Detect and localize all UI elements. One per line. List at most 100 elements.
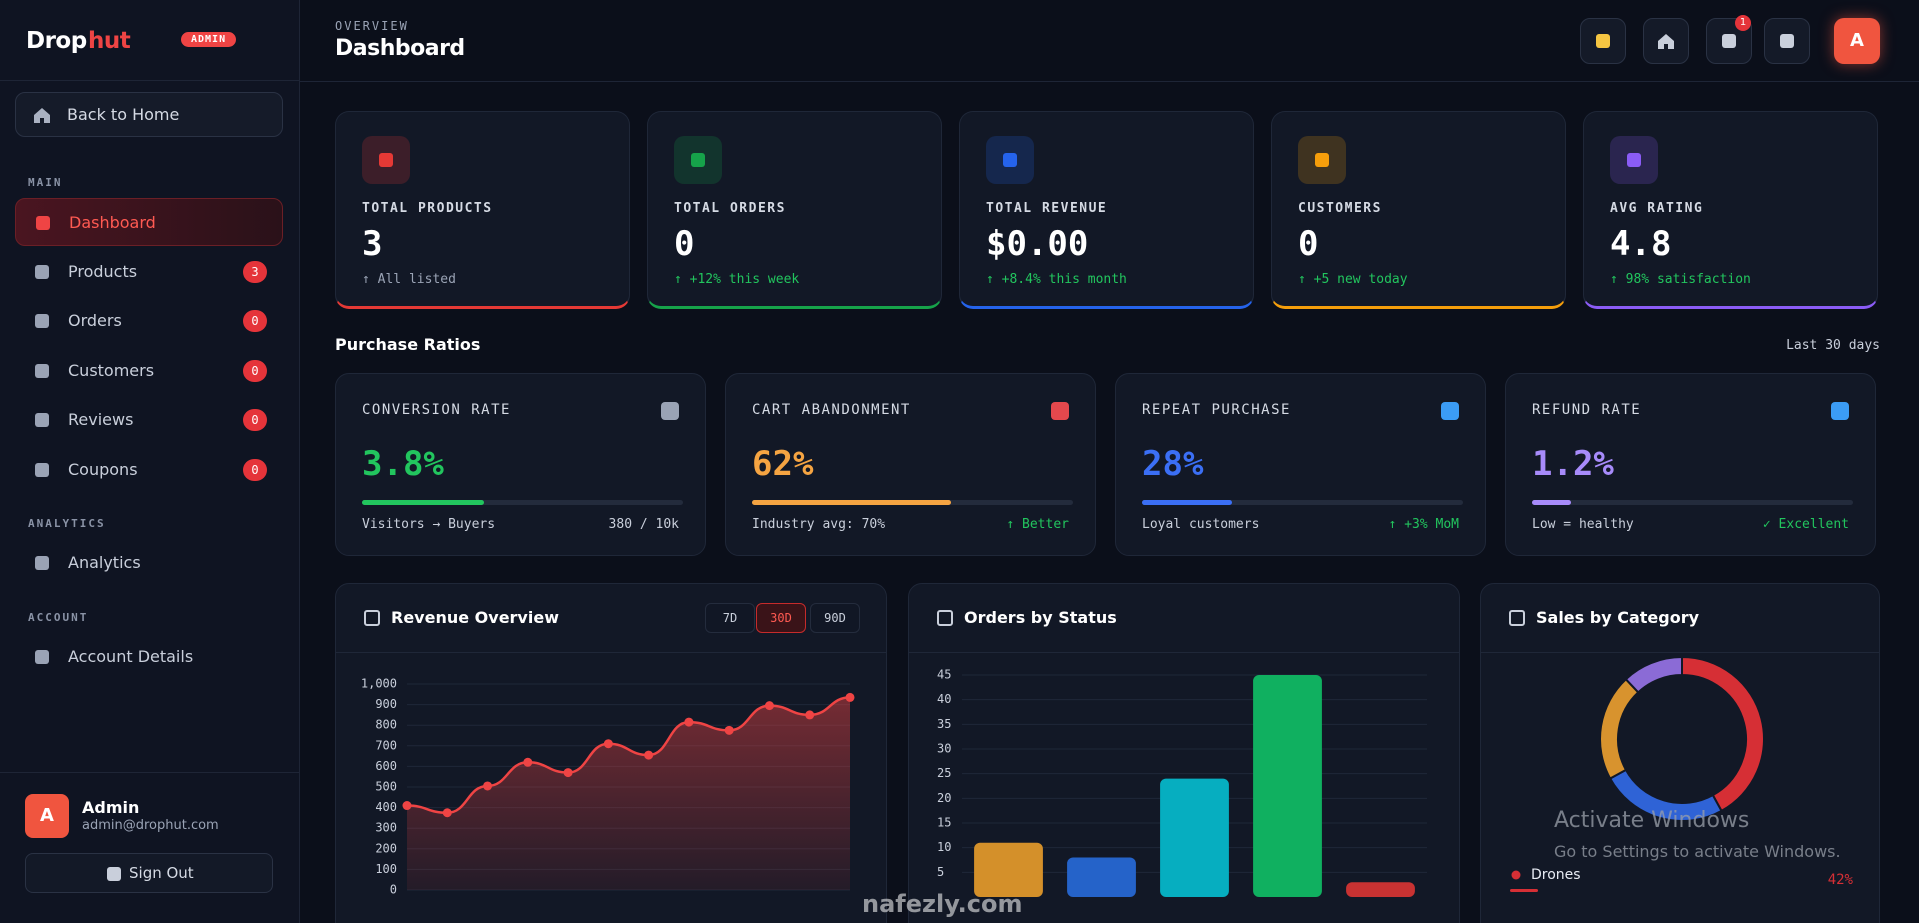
point [563, 768, 573, 778]
nav-item[interactable]: Reviews 0 [15, 396, 283, 444]
nav-item[interactable]: Analytics [15, 539, 283, 587]
nav-badge: 0 [243, 458, 267, 481]
stat-label: TOTAL REVENUE [986, 201, 1108, 216]
header-button[interactable]: 1 [1706, 15, 1752, 64]
header-button[interactable] [1580, 18, 1626, 64]
ratio-detail: ↑ Better [1006, 517, 1069, 532]
back-label: Back to Home [67, 105, 180, 124]
range-button[interactable]: 90D [810, 603, 860, 633]
y-tick-label: 800 [375, 718, 397, 732]
icon [1596, 34, 1610, 48]
range-button[interactable]: 7D [705, 603, 755, 633]
icon-shape [1315, 153, 1329, 167]
nav-item[interactable]: Coupons 0 [15, 446, 283, 494]
divider [1481, 652, 1879, 653]
divider [0, 772, 299, 773]
point [483, 781, 493, 791]
slice [1599, 677, 1640, 780]
watermark-site: nafezly.com [862, 890, 1023, 918]
nav-badge: 0 [243, 359, 267, 382]
nav-label: Dashboard [69, 213, 156, 232]
stat-value: 0 [1298, 224, 1319, 264]
icon-shape [35, 649, 49, 664]
nav-label: Account Details [68, 646, 194, 666]
y-tick-label: 300 [375, 821, 397, 835]
user-avatar: A [25, 794, 69, 838]
y-tick-label: 600 [375, 759, 397, 773]
section-title: Purchase Ratios [335, 335, 481, 354]
stat-card: TOTAL PRODUCTS 3 ↑ All listed [335, 111, 630, 309]
stat-icon [1610, 136, 1658, 184]
brand-name: Drop [26, 28, 87, 54]
nav-badge: 3 [243, 260, 267, 283]
progress-track [362, 500, 683, 505]
brand-badge: ADMIN [181, 32, 237, 47]
icon [34, 108, 50, 123]
ratio-icon [1051, 402, 1069, 420]
icon-shape [1722, 34, 1736, 48]
chart: 5 10 15 20 25 30 35 40 45 [937, 668, 1427, 897]
chart-icon [364, 610, 380, 626]
nav-item[interactable]: Customers 0 [15, 347, 283, 395]
icon [35, 556, 49, 570]
nav-item[interactable]: Account Details [15, 633, 283, 681]
ratio-icon [661, 402, 679, 420]
icon-shape [691, 153, 705, 167]
sign-out-button[interactable]: Sign Out [25, 853, 273, 893]
bar [1253, 675, 1322, 897]
stat-note: ↑ +5 new today [1298, 272, 1408, 287]
divider [300, 81, 1919, 82]
stat-card: CUSTOMERS 0 ↑ +5 new today [1271, 111, 1566, 309]
stat-label: CUSTOMERS [1298, 201, 1382, 216]
y-tick-label: 15 [937, 816, 951, 830]
nav-label: Customers [68, 360, 155, 380]
icon [1780, 34, 1794, 48]
nav-item[interactable]: Dashboard [15, 198, 283, 246]
y-tick-label: 900 [375, 697, 397, 711]
divider [336, 652, 886, 653]
point [845, 692, 855, 702]
stat-icon [674, 136, 722, 184]
icon-shape [107, 867, 121, 881]
ratio-value: 1.2% [1532, 444, 1614, 484]
legend-label: Drones [1531, 867, 1581, 883]
legend-swatch [1511, 870, 1521, 880]
point [805, 710, 815, 720]
y-tick-label: 25 [937, 766, 951, 780]
y-tick-label: 35 [937, 717, 951, 731]
point [644, 750, 654, 760]
range-button[interactable]: 30D [756, 603, 806, 633]
y-tick-label: 100 [375, 862, 397, 876]
y-tick-label: 20 [937, 791, 951, 805]
icon-shape [34, 108, 50, 123]
chart: Drones 42% [1510, 655, 1854, 892]
legend-bar [1510, 889, 1538, 892]
icon-shape [379, 153, 393, 167]
nav-label: Orders [68, 311, 122, 330]
user-email: admin@drophut.com [82, 818, 219, 833]
chart-title: Orders by Status [964, 608, 1117, 627]
ratio-value: 28% [1142, 444, 1204, 484]
section-title: ACCOUNT [28, 610, 89, 624]
icon [379, 153, 393, 167]
nav-item[interactable]: Orders 0 [15, 297, 283, 345]
back-to-home-button[interactable]: Back to Home [15, 92, 283, 137]
user-name: Admin [82, 798, 140, 817]
notification-badge: 1 [1735, 15, 1751, 31]
header-button[interactable] [1764, 18, 1810, 64]
header-button[interactable] [1643, 18, 1689, 64]
icon [1003, 153, 1017, 167]
header-eyebrow: OVERVIEW [335, 19, 409, 33]
nav-item[interactable]: Products 3 [15, 248, 283, 296]
point [603, 739, 613, 749]
y-tick-label: 45 [937, 668, 951, 682]
header-avatar[interactable]: A [1834, 18, 1880, 64]
ratio-value: 3.8% [362, 444, 444, 484]
chart: 0 100 200 300 400 500 600 700 800 900 1,000 [361, 677, 855, 897]
icon [35, 264, 49, 279]
icon [107, 867, 121, 881]
progress-bar [752, 500, 952, 505]
y-tick-label: 30 [937, 742, 951, 756]
ratio-note: Low = healthy [1532, 517, 1634, 532]
